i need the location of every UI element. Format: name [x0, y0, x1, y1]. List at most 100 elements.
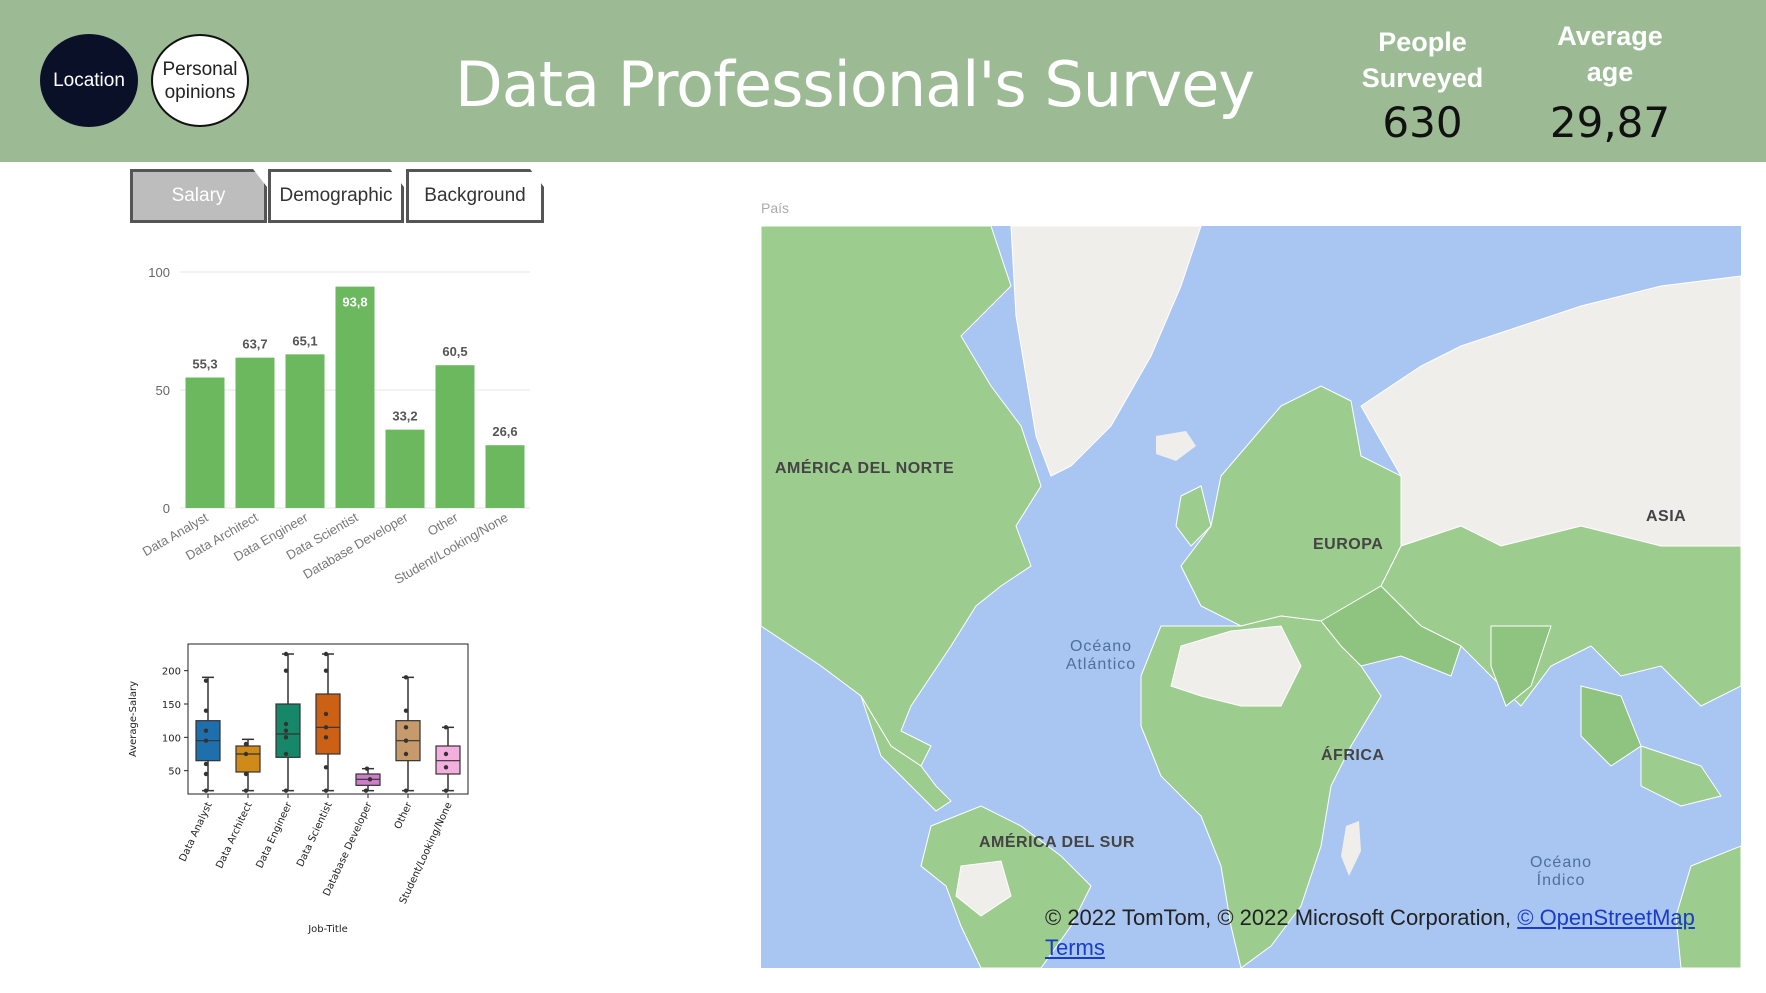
tab-background[interactable]: Background [406, 169, 544, 223]
madagascar-land [1341, 821, 1361, 876]
bar-ytick-label: 50 [156, 383, 170, 398]
tab-demographic[interactable]: Demographic [268, 169, 404, 223]
box-point [443, 765, 449, 770]
box-ytick-label: 150 [162, 700, 181, 711]
box-ytick-label: 50 [168, 767, 181, 778]
box-point [403, 675, 409, 680]
region-label-asia: ASIA [1646, 508, 1687, 525]
box-point [443, 788, 449, 793]
box-point [243, 771, 249, 777]
box-point [203, 728, 209, 733]
tab-background-label: Background [424, 185, 526, 206]
box-point [203, 788, 209, 793]
south-america-nodata [955, 860, 1012, 917]
terms-link[interactable]: Terms [1045, 935, 1105, 960]
personal-opinions-nav-button[interactable]: Personal opinions [151, 34, 249, 127]
box-category-label: Data Analyst [178, 801, 215, 864]
world-map[interactable]: AMÉRICA DEL NORTE EUROPA ASIA ÁFRICA AMÉ… [761, 226, 1741, 968]
central-america-land [860, 695, 952, 812]
box-point [323, 651, 329, 657]
tab-demographic-label: Demographic [279, 185, 393, 206]
bar-3 [335, 286, 375, 508]
box-point [403, 751, 409, 757]
people-surveyed-label: People Surveyed [1361, 27, 1484, 93]
bar-data-label: 55,3 [192, 356, 217, 371]
bar-data-label: 63,7 [242, 337, 267, 352]
ocean-label-indian: Océano Índico [1529, 854, 1593, 889]
ocean-label-atlantic: Océano Atlántico [1065, 638, 1137, 673]
map-attribution: © 2022 TomTom, © 2022 Microsoft Corporat… [1045, 903, 1695, 963]
box-point [367, 777, 373, 782]
box-point [203, 771, 209, 777]
box-point [443, 725, 449, 730]
box-point [203, 761, 209, 767]
box-point [243, 751, 249, 757]
average-age-value: 29,87 [1549, 98, 1671, 147]
bar-4 [385, 429, 425, 508]
box-3 [315, 693, 341, 755]
box-category-label: Data Engineer [254, 800, 295, 870]
bar-data-label: 60,5 [442, 344, 467, 359]
region-label-europe: EUROPA [1313, 536, 1384, 553]
indonesia-land [1640, 745, 1722, 807]
box-point [203, 678, 209, 683]
box-point [203, 738, 209, 743]
bar-ytick-label: 0 [163, 501, 170, 516]
box-x-axis-label: Job-Title [307, 924, 348, 935]
page-title: Data Professional's Survey [455, 48, 1255, 121]
box-point [323, 735, 329, 740]
box-point [363, 788, 369, 793]
location-nav-button[interactable]: Location [40, 34, 138, 127]
people-surveyed-value: 630 [1382, 98, 1463, 147]
region-label-north-america: AMÉRICA DEL NORTE [775, 460, 955, 477]
box-point [323, 788, 329, 793]
box-point [283, 728, 289, 733]
box-category-label: Data Architect [214, 801, 254, 871]
openstreetmap-link[interactable]: © OpenStreetMap [1517, 905, 1695, 930]
bar-0 [185, 377, 225, 508]
australia-land [1675, 845, 1741, 968]
header-bar: Location Personal opinions Data Professi… [0, 0, 1766, 162]
box-y-axis-label: Average-Salary [128, 681, 139, 757]
box-point [323, 725, 329, 730]
india-land [1490, 625, 1552, 707]
box-point [403, 708, 409, 713]
box-category-label: Data Scientist [295, 801, 335, 869]
bar-category-label: Other [425, 509, 461, 539]
box-category-label: Other [393, 800, 415, 831]
box-point [243, 741, 249, 747]
average-age-label: Average age [1557, 21, 1663, 87]
southeast-asia-land [1580, 685, 1642, 767]
uk-land [1175, 485, 1212, 547]
box-1 [235, 745, 261, 773]
bar-data-label: 26,6 [492, 424, 517, 439]
map-field-label: País [761, 200, 790, 216]
asia-land [1380, 525, 1741, 707]
box-6 [435, 745, 461, 775]
box-point [283, 721, 289, 727]
box-point [403, 788, 409, 793]
box-point [283, 788, 289, 793]
box-point [443, 751, 449, 757]
europe-land [1180, 385, 1402, 627]
attribution-text: © 2022 TomTom, © 2022 Microsoft Corporat… [1045, 905, 1512, 930]
region-label-africa: ÁFRICA [1321, 747, 1385, 764]
box-point [243, 788, 249, 793]
tab-salary[interactable]: Salary [130, 169, 267, 223]
bar-data-label: 33,2 [392, 409, 417, 424]
box-point [283, 668, 289, 673]
box-point [323, 668, 329, 673]
bar-ytick-label: 100 [148, 265, 170, 280]
africa-nodata [1170, 625, 1302, 707]
russia-land [1360, 275, 1741, 547]
map-land-layer [761, 226, 1741, 968]
box-point [403, 725, 409, 730]
bar-data-label: 93,8 [342, 295, 367, 310]
bar-5 [435, 365, 475, 508]
bar-6 [485, 445, 525, 508]
north-america-land [761, 226, 1042, 767]
bar-data-label: 65,1 [292, 333, 317, 348]
salary-box-plot: 50 100 150 200 Average-Salary Job-Title Data A… [128, 643, 469, 935]
box-ytick-label: 200 [162, 667, 181, 678]
box-point [323, 765, 329, 770]
